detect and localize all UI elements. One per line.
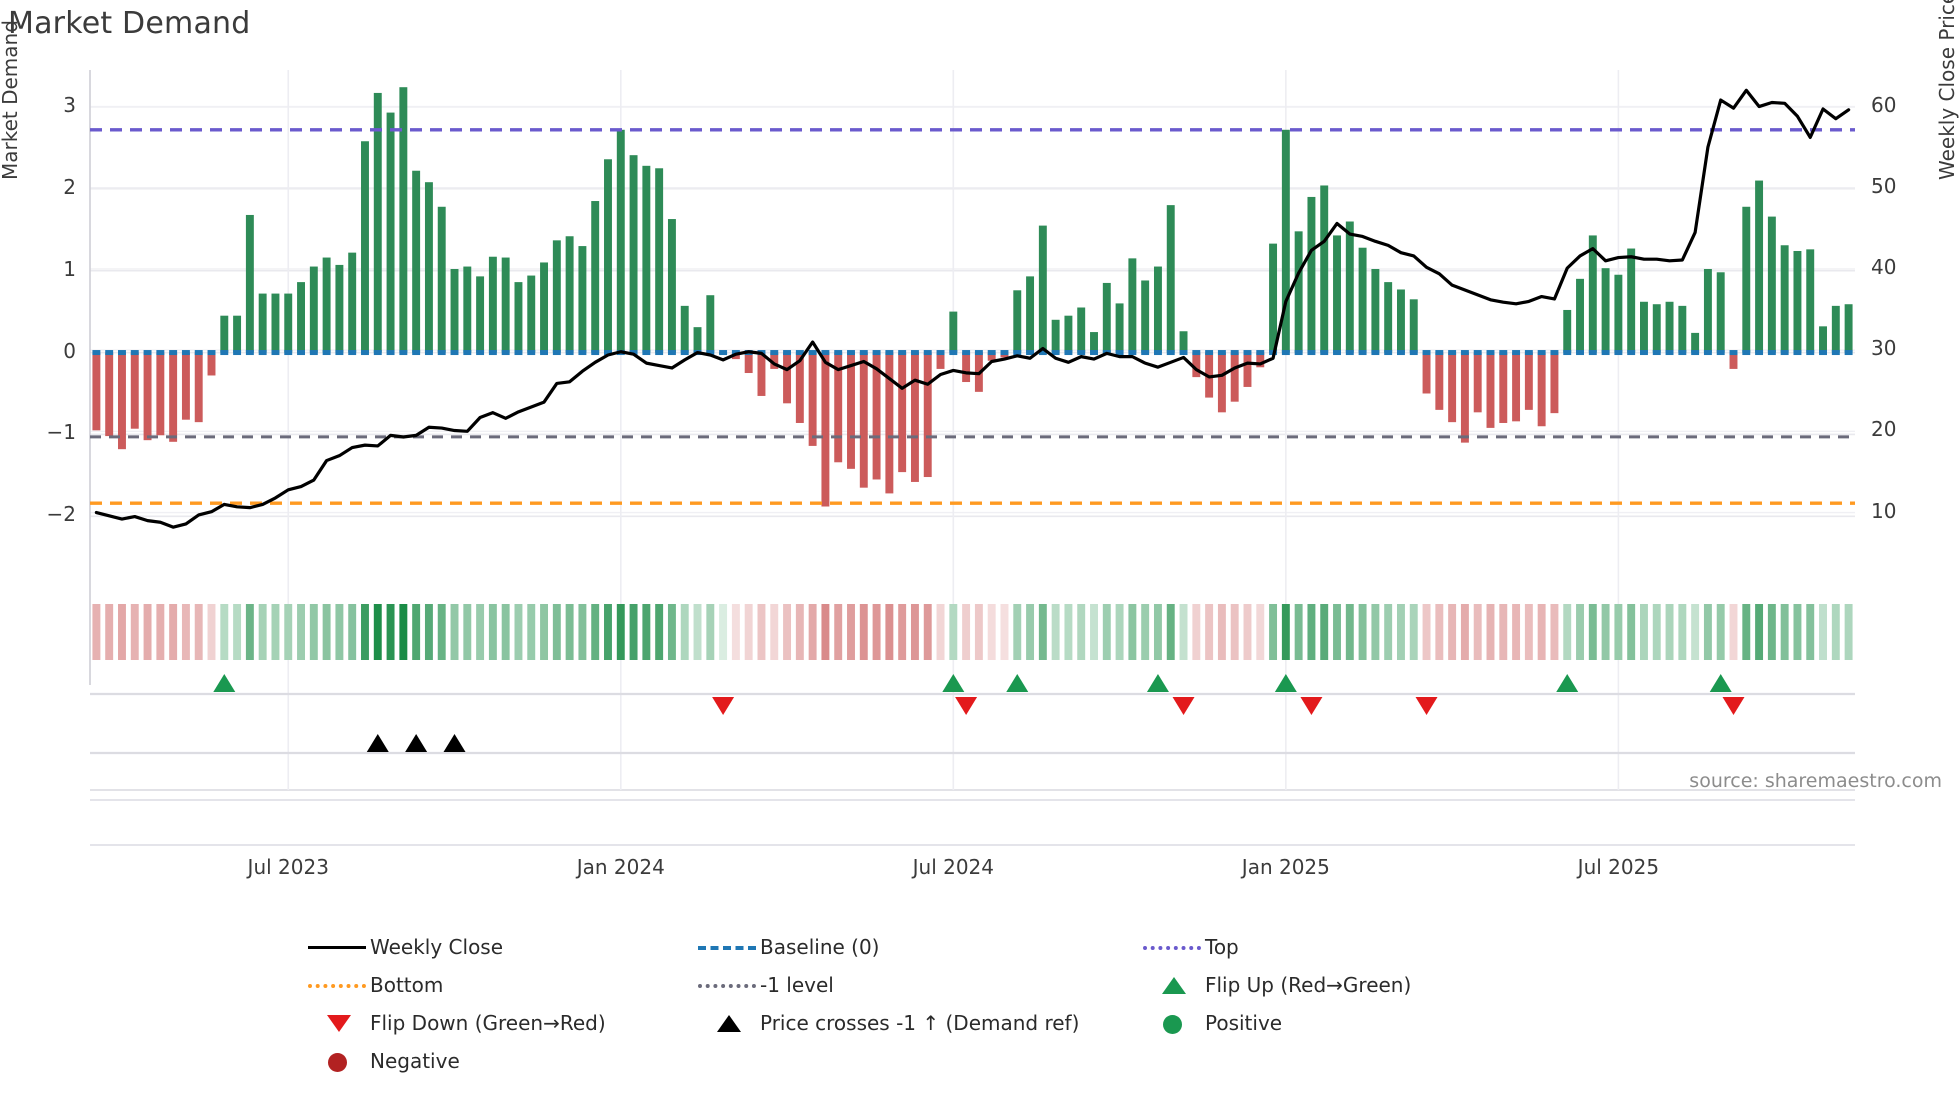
y-tick-left: −2 — [46, 502, 76, 527]
y-tick-right: 30 — [1871, 336, 1897, 361]
legend-item-minus-one-level[interactable]: -1 level — [690, 966, 1135, 1004]
legend-label: Price crosses -1 ↑ (Demand ref) — [760, 1011, 1080, 1035]
y-tick-right: 20 — [1871, 417, 1897, 442]
legend-item-positive[interactable]: Positive — [1135, 1004, 1555, 1042]
legend-label: Negative — [370, 1049, 460, 1073]
solid-line-black-icon — [300, 934, 370, 960]
page-title: Market Demand — [8, 6, 251, 41]
x-tick: Jan 2025 — [1241, 855, 1330, 879]
x-tick: Jul 2025 — [1577, 855, 1660, 879]
legend-label: -1 level — [760, 973, 834, 997]
circle-green-icon — [1135, 1010, 1205, 1036]
legend-label: Positive — [1205, 1011, 1283, 1035]
dashed-line-blue-icon — [690, 934, 760, 960]
legend-item-baseline[interactable]: Baseline (0) — [690, 928, 1135, 966]
legend-item-top[interactable]: Top — [1135, 928, 1555, 966]
legend-label: Bottom — [370, 973, 444, 997]
legend-item-flip-down[interactable]: Flip Down (Green→Red) — [300, 1004, 690, 1042]
legend-label: Weekly Close — [370, 935, 504, 959]
x-tick: Jan 2024 — [576, 855, 665, 879]
x-tick: Jul 2024 — [912, 855, 995, 879]
legend-label: Baseline (0) — [760, 935, 880, 959]
legend-label: Flip Up (Red→Green) — [1205, 973, 1412, 997]
y-tick-right: 60 — [1871, 92, 1897, 117]
market-demand-chart — [89, 70, 1855, 846]
x-tick: Jul 2023 — [247, 855, 329, 879]
y-tick-right: 50 — [1871, 173, 1897, 198]
y-tick-right: 40 — [1871, 254, 1897, 279]
source-caption: source: sharemaestro.com — [1689, 770, 1942, 792]
legend-item-negative[interactable]: Negative — [300, 1042, 690, 1080]
chart-legend: Weekly Close Baseline (0) Top Bottom -1 … — [300, 928, 1640, 1080]
dotted-line-purple-icon — [1135, 934, 1205, 960]
triangle-up-green-icon — [1135, 972, 1205, 998]
triangle-up-black-icon — [690, 1010, 760, 1036]
legend-label: Flip Down (Green→Red) — [370, 1011, 606, 1035]
dotted-line-gray-icon — [690, 972, 760, 998]
legend-item-flip-up[interactable]: Flip Up (Red→Green) — [1135, 966, 1555, 1004]
triangle-down-red-icon — [300, 1010, 370, 1036]
dotted-line-orange-icon — [300, 972, 370, 998]
y-tick-left: 2 — [63, 174, 76, 199]
y-tick-left: −1 — [46, 420, 76, 445]
y-tick-left: 3 — [63, 92, 76, 117]
y-tick-left: 0 — [63, 338, 76, 363]
circle-red-icon — [300, 1048, 370, 1074]
legend-item-weekly-close[interactable]: Weekly Close — [300, 928, 690, 966]
legend-item-bottom[interactable]: Bottom — [300, 966, 690, 1004]
legend-item-price-cross[interactable]: Price crosses -1 ↑ (Demand ref) — [690, 1004, 1135, 1042]
legend-label: Top — [1205, 935, 1239, 959]
y-tick-left: 1 — [63, 256, 76, 281]
y-tick-right: 10 — [1871, 498, 1897, 523]
